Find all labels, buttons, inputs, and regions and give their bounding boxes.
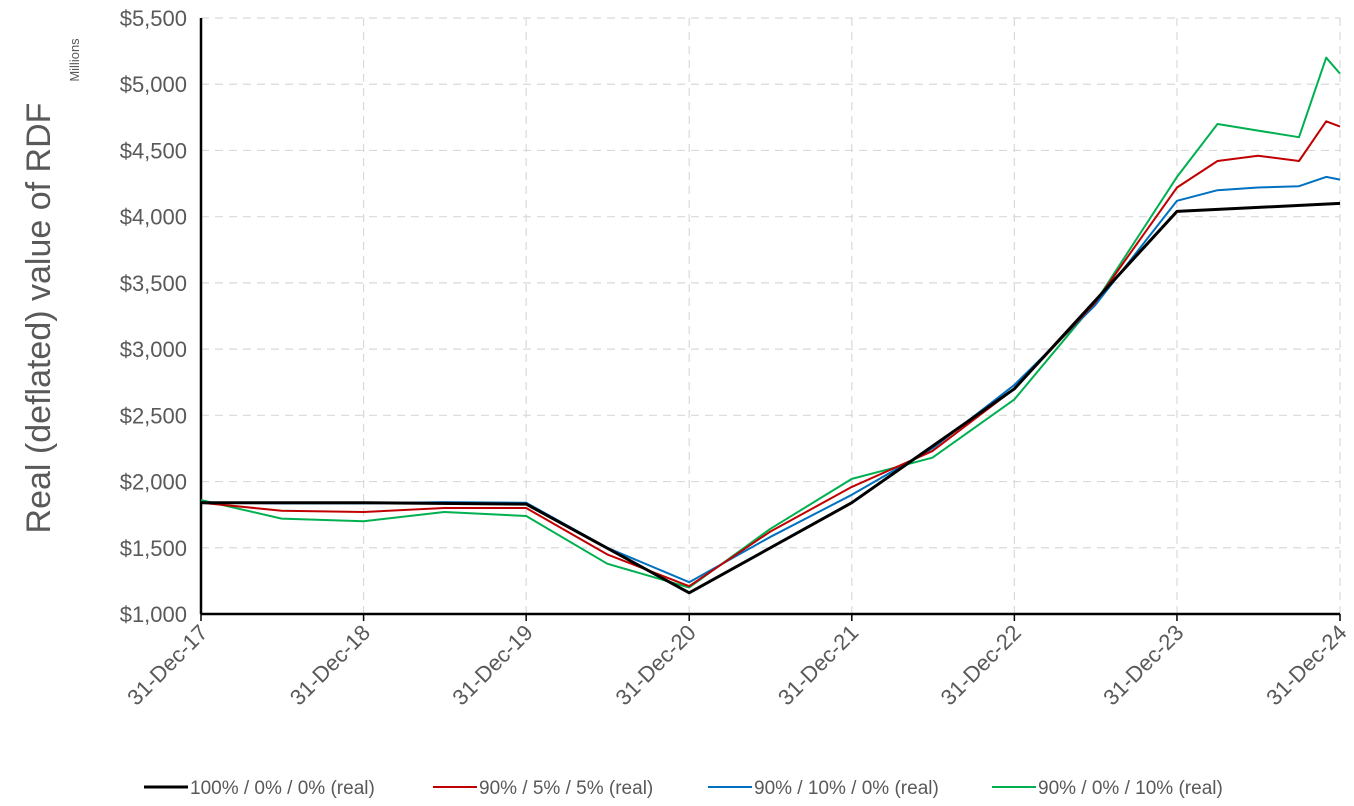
- x-tick-label: 31-Dec-21: [773, 620, 863, 710]
- y-tick-label: $4,500: [120, 138, 187, 163]
- series-line: [201, 201, 1341, 595]
- series-line: [200, 56, 1341, 589]
- legend-label: 100% / 0% / 0% (real): [190, 778, 375, 799]
- axes: [199, 18, 1341, 621]
- legend: 100% / 0% / 0% (real) 90% / 5% / 5% (real…: [144, 778, 1223, 799]
- x-tick-label: 31-Dec-23: [1098, 620, 1188, 710]
- y-axis-ticks: $1,000 $1,500 $2,000 $2,500 $3,000 $3,500 $4,0…: [120, 6, 187, 627]
- x-axis-ticks: 31-Dec-17 31-Dec-18 31-Dec-19 31-Dec-20 31-D…: [122, 620, 1351, 710]
- legend-item: 90% / 5% / 5% (real): [433, 778, 653, 799]
- legend-item: 90% / 0% / 10% (real): [992, 778, 1223, 799]
- x-tick-label: 31-Dec-22: [936, 620, 1026, 710]
- grid: [201, 17, 1341, 614]
- series-line: [200, 175, 1341, 584]
- y-tick-label: $2,500: [120, 403, 187, 428]
- legend-item: 100% / 0% / 0% (real): [144, 778, 375, 799]
- series-lines: [200, 56, 1341, 595]
- y-tick-label: $3,500: [120, 271, 187, 296]
- x-tick-label: 31-Dec-24: [1261, 620, 1351, 710]
- series-line: [200, 120, 1341, 588]
- x-tick-label: 31-Dec-19: [447, 620, 537, 710]
- y-tick-label: $1,500: [120, 536, 187, 561]
- y-axis-unit-label: Millions: [67, 38, 82, 82]
- y-tick-label: $4,000: [120, 205, 187, 230]
- y-tick-label: $1,000: [120, 602, 187, 627]
- x-tick-label: 31-Dec-17: [122, 620, 212, 710]
- legend-label: 90% / 0% / 10% (real): [1038, 778, 1223, 799]
- y-tick-label: $2,000: [120, 470, 187, 495]
- legend-label: 90% / 10% / 0% (real): [754, 778, 939, 799]
- y-axis-title: Real (deflated) value of RDF: [20, 103, 58, 534]
- x-tick-label: 31-Dec-18: [285, 620, 375, 710]
- legend-label: 90% / 5% / 5% (real): [479, 778, 653, 799]
- legend-item: 90% / 10% / 0% (real): [708, 778, 939, 799]
- y-tick-label: $5,000: [120, 72, 187, 97]
- y-tick-label: $5,500: [120, 6, 187, 31]
- x-tick-label: 31-Dec-20: [610, 620, 700, 710]
- y-tick-label: $3,000: [120, 337, 187, 362]
